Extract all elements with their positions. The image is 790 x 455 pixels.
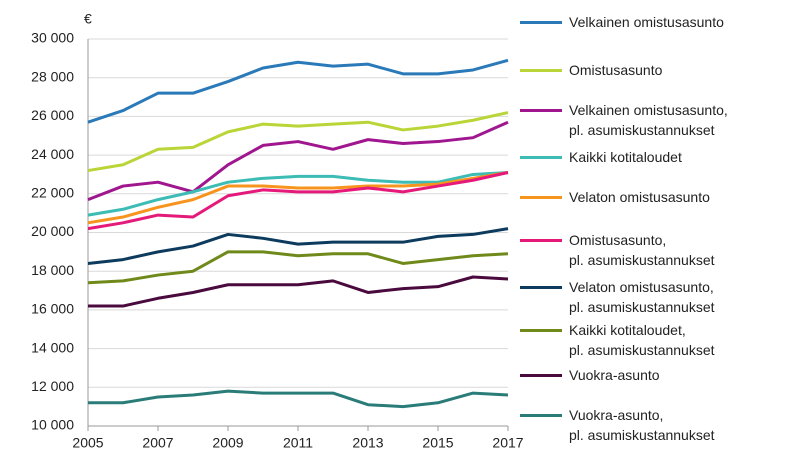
legend-item: Velaton omistusasunto, pl. asumiskustann… [520,277,715,317]
line [87,227,509,265]
legend-swatch [520,109,562,112]
legend-item: Omistusasunto, pl. asumiskustannukset [520,230,715,270]
line [88,275,509,308]
x-tick-label: 2005 [72,435,103,451]
legend-label: Vuokra-asunto [569,367,660,383]
legend-label: Omistusasunto, pl. asumiskustannukset [569,232,715,268]
legend-swatch [520,414,562,417]
legend-swatch [520,196,562,199]
legend-item: Vuokra-asunto, pl. asumiskustannukset [520,405,715,445]
legend-label: Velkainen omistusasunto, pl. asumiskusta… [569,102,728,138]
line [87,171,509,217]
legend-label: Vuokra-asunto, pl. asumiskustannukset [569,407,715,443]
legend-item: Kaikki kotitaloudet, pl. asumiskustannuk… [520,320,715,360]
legend-swatch [520,69,562,72]
line [87,111,509,173]
legend-item: Velkainen omistusasunto [520,12,724,32]
y-tick-label: 18 000 [31,262,74,278]
legend-swatch [520,329,562,332]
legend-swatch [520,374,562,377]
legend-label: Velaton omistusasunto [569,189,710,205]
legend-item: Velaton omistusasunto [520,187,710,207]
x-tick-label: 2017 [492,435,523,451]
x-tick-label: 2015 [422,435,453,451]
legend-label: Kaikki kotitaloudet, pl. asumiskustannuk… [569,322,715,358]
legend-label: Velkainen omistusasunto [569,14,724,30]
line [87,171,509,231]
y-tick-label: 14 000 [31,339,74,355]
y-tick-label: 12 000 [31,378,74,394]
legend-label: Kaikki kotitaloudet [569,149,682,165]
legend-item: Velkainen omistusasunto, pl. asumiskusta… [520,100,728,140]
legend-item: Vuokra-asunto [520,365,660,385]
legend-item: Omistusasunto [520,60,662,80]
legend-swatch [520,239,562,242]
line [87,171,509,225]
y-axis-label: € [84,11,92,27]
y-tick-label: 22 000 [31,185,74,201]
y-tick-label: 24 000 [31,146,74,162]
x-tick-label: 2011 [283,435,313,451]
x-tick-label: 2009 [212,435,243,451]
line [87,250,509,285]
legend-label: Omistusasunto [569,62,663,78]
legend-item: Kaikki kotitaloudet [520,147,682,167]
line [88,389,509,409]
y-tick-label: 16 000 [31,301,74,317]
legend-swatch [520,21,562,24]
y-tick-label: 20 000 [31,223,74,239]
y-tick-label: 10 000 [31,417,74,433]
x-tick-label: 2007 [142,435,173,451]
line [87,120,509,202]
y-tick-label: 30 000 [31,30,74,46]
y-tick-label: 26 000 [31,107,74,123]
legend-swatch [520,286,562,289]
line [87,58,509,124]
x-tick-label: 2013 [352,435,383,451]
legend-swatch [520,156,562,159]
legend-label: Velaton omistusasunto, pl. asumiskustann… [569,279,715,315]
y-tick-label: 28 000 [31,68,74,84]
